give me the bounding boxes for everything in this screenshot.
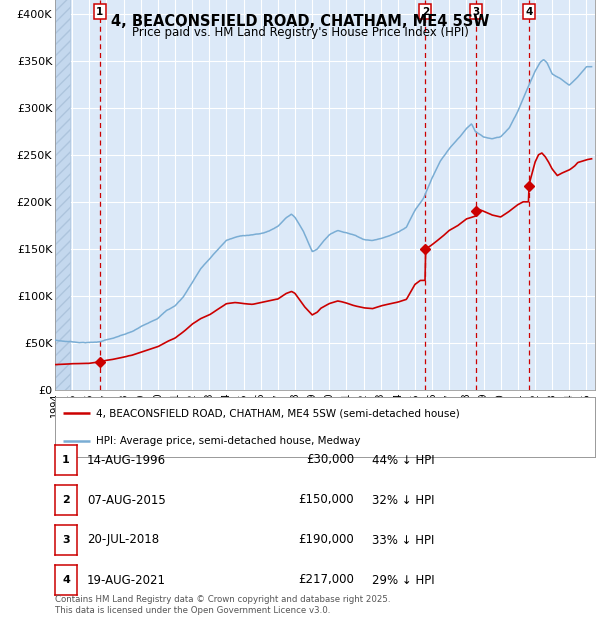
Text: £190,000: £190,000 — [298, 533, 354, 546]
Text: 4: 4 — [525, 7, 532, 17]
Bar — [55, 0, 70, 390]
Text: £30,000: £30,000 — [306, 453, 354, 466]
Text: 4: 4 — [62, 575, 70, 585]
Text: 14-AUG-1996: 14-AUG-1996 — [87, 453, 166, 466]
Text: 2: 2 — [422, 7, 429, 17]
Text: 19-AUG-2021: 19-AUG-2021 — [87, 574, 166, 587]
Text: 33% ↓ HPI: 33% ↓ HPI — [372, 533, 434, 546]
Text: This data is licensed under the Open Government Licence v3.0.: This data is licensed under the Open Gov… — [55, 606, 331, 615]
Text: 1: 1 — [96, 7, 103, 17]
Text: 44% ↓ HPI: 44% ↓ HPI — [372, 453, 434, 466]
Text: 07-AUG-2015: 07-AUG-2015 — [87, 494, 166, 507]
Text: 3: 3 — [472, 7, 479, 17]
Text: HPI: Average price, semi-detached house, Medway: HPI: Average price, semi-detached house,… — [95, 436, 360, 446]
Text: £150,000: £150,000 — [298, 494, 354, 507]
Text: 20-JUL-2018: 20-JUL-2018 — [87, 533, 159, 546]
Text: £217,000: £217,000 — [298, 574, 354, 587]
Text: Contains HM Land Registry data © Crown copyright and database right 2025.: Contains HM Land Registry data © Crown c… — [55, 595, 391, 604]
Text: 4, BEACONSFIELD ROAD, CHATHAM, ME4 5SW (semi-detached house): 4, BEACONSFIELD ROAD, CHATHAM, ME4 5SW (… — [95, 408, 459, 419]
Text: 32% ↓ HPI: 32% ↓ HPI — [372, 494, 434, 507]
Text: 3: 3 — [62, 535, 70, 545]
Text: Price paid vs. HM Land Registry's House Price Index (HPI): Price paid vs. HM Land Registry's House … — [131, 26, 469, 39]
Text: 2: 2 — [62, 495, 70, 505]
Text: 29% ↓ HPI: 29% ↓ HPI — [372, 574, 434, 587]
Text: 1: 1 — [62, 455, 70, 465]
Text: 4, BEACONSFIELD ROAD, CHATHAM, ME4 5SW: 4, BEACONSFIELD ROAD, CHATHAM, ME4 5SW — [111, 14, 489, 29]
